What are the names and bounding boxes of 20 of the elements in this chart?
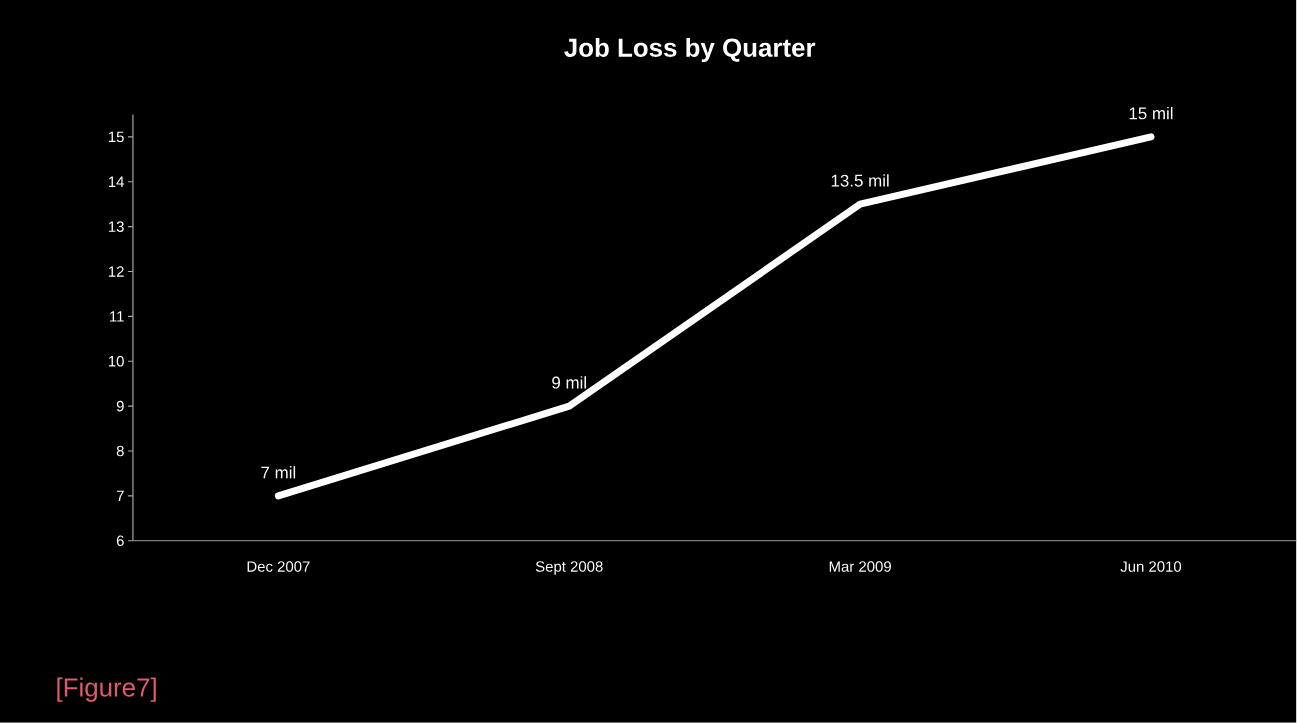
y-tick-label: 6 [116, 535, 124, 547]
y-tick-label: 13 [108, 221, 124, 233]
y-tick-label: 14 [108, 176, 125, 188]
data-label: 9 mil [552, 376, 586, 389]
y-tick-label: 7 [116, 490, 124, 502]
data-label: 7 mil [261, 466, 296, 479]
x-tick-label: Dec 2007 [247, 561, 310, 572]
y-tick-label: 12 [108, 266, 124, 277]
x-tick-label: Jun 2010 [1120, 561, 1182, 572]
data-label: 13.5 mil [831, 174, 889, 187]
y-tick-label: 9 [116, 400, 124, 412]
y-tick-label: 8 [116, 445, 124, 457]
x-tick-label: Sept 2008 [535, 561, 603, 575]
y-tick-label: 11 [110, 311, 124, 322]
x-tick-label: Mar 2009 [829, 561, 891, 572]
y-tick-label: 10 [108, 356, 124, 367]
chart-title: Job Loss by Quarter [564, 38, 816, 63]
y-tick-label: 15 [108, 131, 124, 143]
text: [Figure7] [57, 677, 156, 702]
data-label: 15 mil [1129, 107, 1173, 120]
